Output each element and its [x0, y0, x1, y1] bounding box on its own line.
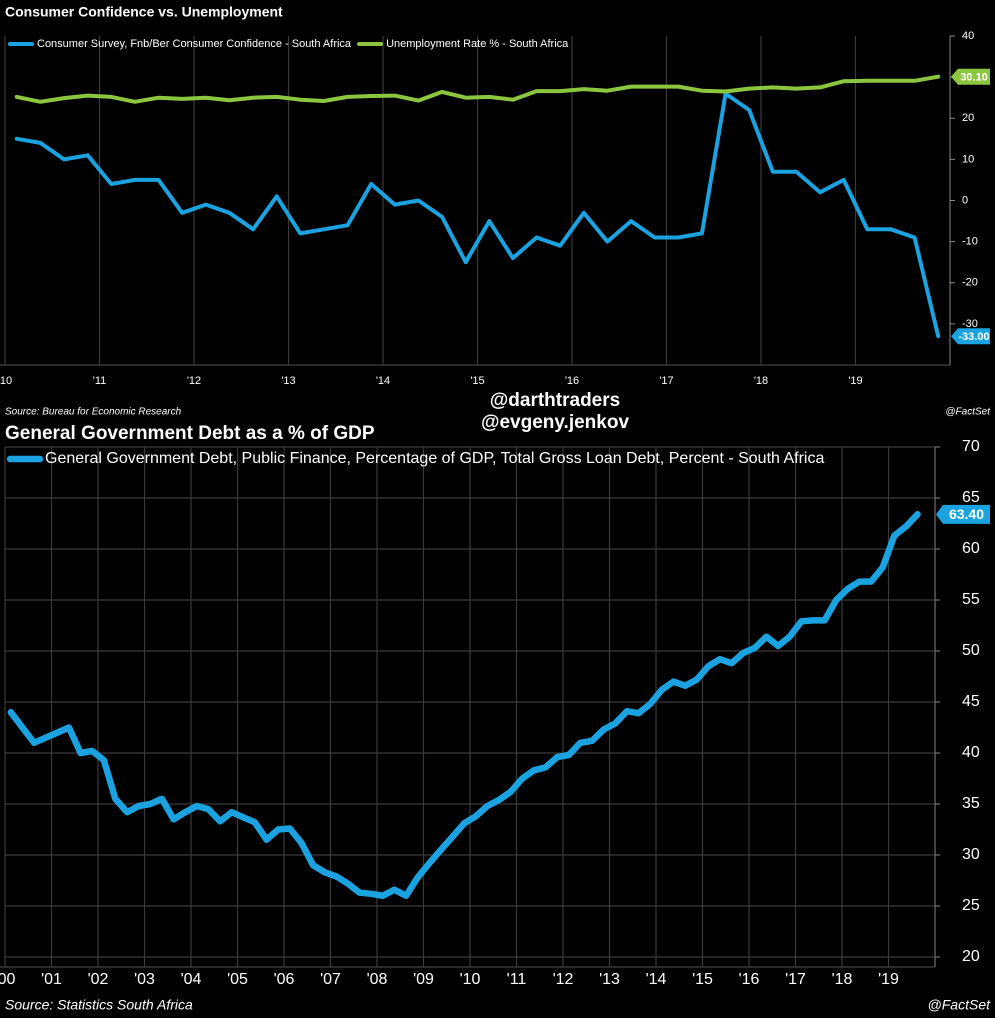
y-tick-label: 65	[962, 489, 980, 506]
x-tick-label: '17	[785, 971, 806, 988]
value-label: -33.00	[958, 331, 989, 343]
y-tick-label: 20	[962, 112, 974, 124]
credit: @FactSet	[928, 997, 992, 1013]
y-tick-label: 20	[962, 948, 980, 965]
x-tick-label: '15	[692, 971, 713, 988]
source: Source: Bureau for Economic Research	[5, 407, 182, 418]
x-tick-label: '00	[0, 971, 16, 988]
y-tick-label: 25	[962, 897, 980, 914]
x-tick-label: '08	[367, 971, 388, 988]
y-tick-label: 40	[962, 744, 980, 761]
chart-title: Consumer Confidence vs. Unemployment	[5, 4, 283, 20]
x-tick-label: '13	[281, 375, 295, 387]
x-tick-label: '07	[320, 971, 341, 988]
value-label: 30.10	[960, 72, 988, 84]
y-tick-label: -10	[962, 236, 978, 248]
legend-label: General Government Debt, Public Finance,…	[45, 450, 824, 467]
x-tick-label: '19	[848, 375, 862, 387]
x-tick-label: '15	[470, 375, 484, 387]
y-tick-label: 30	[962, 846, 980, 863]
x-tick-label: '11	[507, 971, 527, 988]
x-tick-label: '03	[134, 971, 155, 988]
x-tick-label: '01	[41, 971, 62, 988]
y-tick-label: 60	[962, 540, 980, 557]
watermark: @evgeny.jenkov	[481, 412, 629, 433]
x-tick-label: '12	[187, 375, 201, 387]
x-tick-label: '17	[659, 375, 673, 387]
value-label-box	[951, 68, 990, 85]
x-tick-label: '18	[832, 971, 853, 988]
x-tick-label: '02	[88, 971, 109, 988]
series-line	[7, 511, 921, 900]
x-tick-label: '10	[460, 971, 481, 988]
x-tick-label: '16	[739, 971, 760, 988]
y-tick-label: -30	[962, 318, 978, 330]
x-tick-label: '10	[0, 375, 12, 387]
y-tick-label: 70	[962, 438, 980, 455]
x-tick-label: '04	[181, 971, 202, 988]
chart-title: General Government Debt as a % of GDP	[5, 423, 375, 444]
credit: @FactSet	[945, 407, 991, 418]
x-tick-label: '19	[878, 971, 899, 988]
x-tick-label: '18	[754, 375, 768, 387]
x-tick-label: '09	[413, 971, 434, 988]
y-tick-label: 50	[962, 642, 980, 659]
x-tick-label: '14	[646, 971, 667, 988]
x-tick-label: '06	[274, 971, 295, 988]
watermark: @darthtraders	[490, 390, 620, 411]
series-line	[14, 91, 941, 339]
x-tick-label: '16	[565, 375, 579, 387]
y-tick-label: 10	[962, 153, 974, 165]
y-tick-label: 0	[962, 194, 968, 206]
x-tick-label: '14	[376, 375, 390, 387]
legend-label: Unemployment Rate % - South Africa	[386, 38, 569, 50]
y-tick-label: 45	[962, 693, 980, 710]
value-label-box	[936, 504, 990, 524]
x-tick-label: '11	[93, 375, 107, 387]
series-line	[14, 74, 941, 104]
value-label-box	[951, 328, 990, 345]
y-tick-label: 35	[962, 795, 980, 812]
y-tick-label: 40	[962, 30, 974, 42]
y-tick-label: -20	[962, 277, 978, 289]
y-tick-label: 55	[962, 591, 980, 608]
source: Source: Statistics South Africa	[5, 997, 193, 1013]
x-tick-label: '13	[599, 971, 620, 988]
value-label: 63.40	[949, 506, 984, 522]
x-tick-label: '12	[553, 971, 574, 988]
x-tick-label: '05	[227, 971, 248, 988]
legend-label: Consumer Survey, Fnb/Ber Consumer Confid…	[37, 38, 352, 50]
